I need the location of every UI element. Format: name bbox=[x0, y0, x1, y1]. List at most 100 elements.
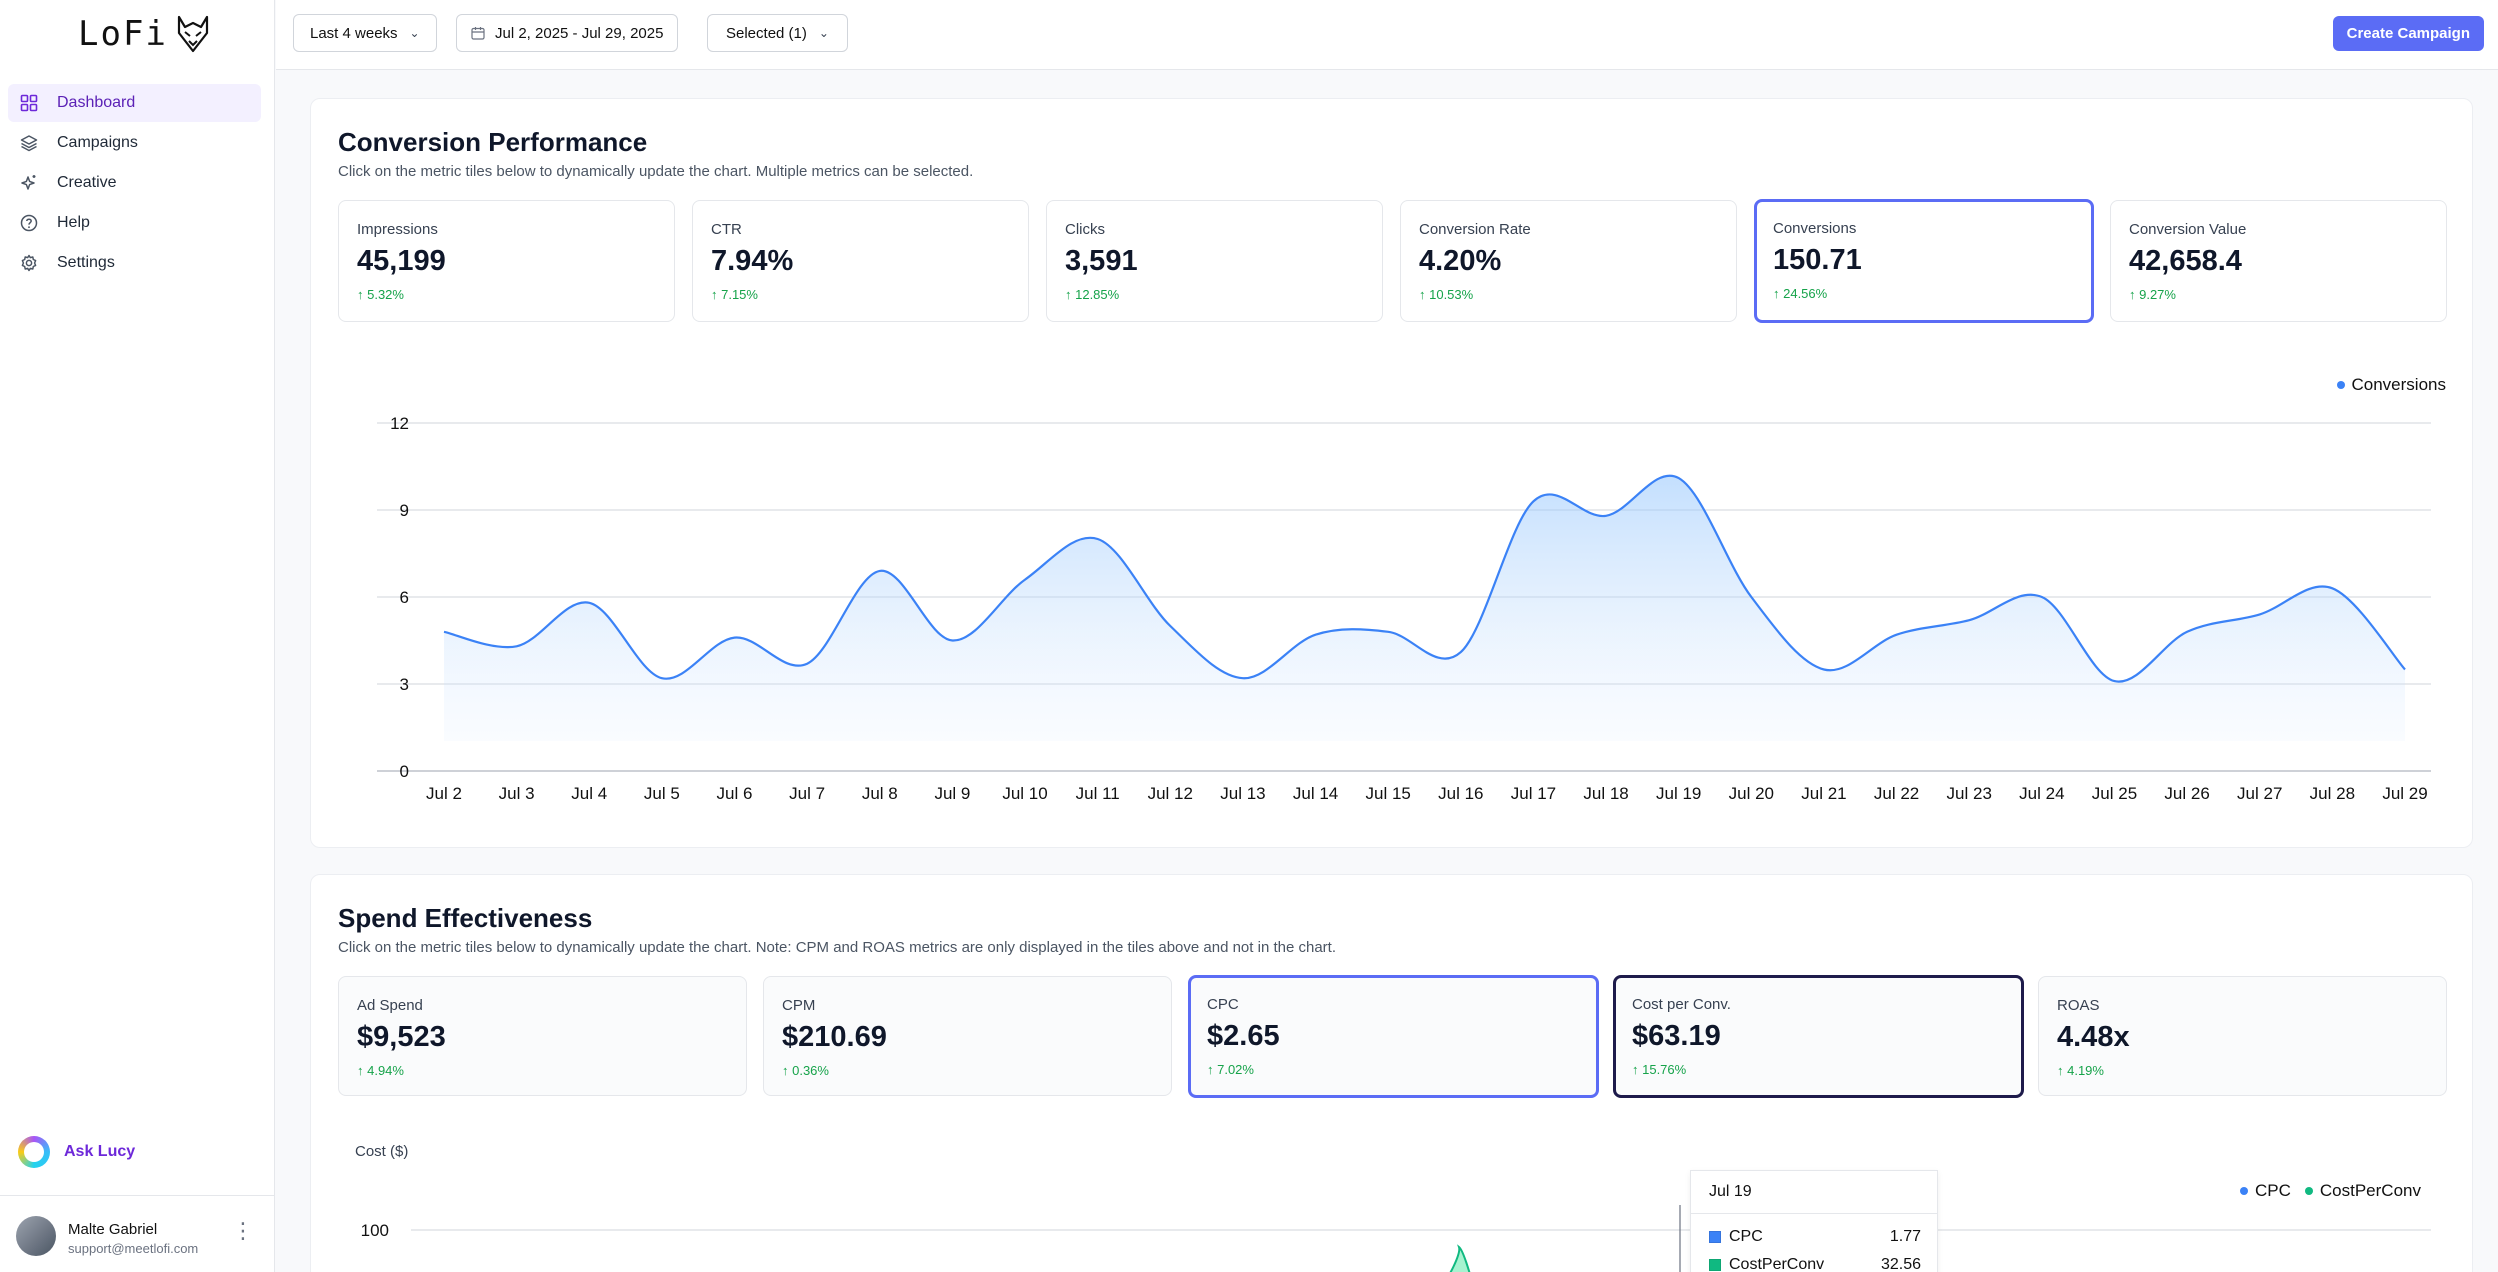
y-tick-label: 9 bbox=[400, 501, 409, 520]
metric-tile-impressions[interactable]: Impressions 45,199 ↑ 5.32% bbox=[338, 200, 675, 322]
y-tick-label: 6 bbox=[400, 588, 409, 607]
metric-tile-conversions[interactable]: Conversions 150.71 ↑ 24.56% bbox=[1754, 199, 2094, 323]
section-title: Conversion Performance bbox=[338, 127, 648, 157]
x-tick-label: Jul 3 bbox=[499, 784, 535, 803]
layers-icon bbox=[20, 134, 38, 152]
tile-label: Conversions bbox=[1773, 220, 1857, 237]
tile-label: Ad Spend bbox=[357, 997, 423, 1014]
tile-label: ROAS bbox=[2057, 997, 2100, 1014]
y-tick-label: 0 bbox=[400, 762, 409, 781]
calendar-icon bbox=[471, 27, 485, 40]
chevron-down-icon: ⌄ bbox=[409, 26, 420, 40]
tile-label: Conversion Rate bbox=[1419, 221, 1531, 238]
sidebar-item-dashboard[interactable]: Dashboard bbox=[8, 84, 261, 122]
tile-delta: ↑ 24.56% bbox=[1773, 286, 1828, 301]
x-tick-label: Jul 18 bbox=[1583, 784, 1628, 803]
sidebar-item-settings[interactable]: Settings bbox=[8, 244, 261, 282]
tile-value: 45,199 bbox=[357, 245, 446, 277]
conversions-line bbox=[443, 474, 2406, 683]
sidebar-item-label: Dashboard bbox=[57, 94, 136, 111]
conversions-area bbox=[444, 475, 2405, 741]
sidebar-nav: Dashboard Campaigns Creative Help Settin… bbox=[8, 84, 261, 284]
ask-lucy-button[interactable]: Ask Lucy bbox=[18, 1136, 135, 1168]
x-tick-label: Jul 24 bbox=[2019, 784, 2064, 803]
x-tick-label: Jul 28 bbox=[2310, 784, 2355, 803]
tile-label: Conversion Value bbox=[2129, 221, 2247, 238]
metric-tile-clicks[interactable]: Clicks 3,591 ↑ 12.85% bbox=[1046, 200, 1383, 322]
metric-tile-cpc[interactable]: CPC $2.65 ↑ 7.02% bbox=[1188, 975, 1599, 1098]
x-tick-label: Jul 4 bbox=[571, 784, 607, 803]
x-tick-label: Jul 9 bbox=[934, 784, 970, 803]
section-subtitle: Click on the metric tiles below to dynam… bbox=[338, 163, 974, 180]
tile-delta: ↑ 0.36% bbox=[782, 1063, 829, 1078]
chart-legend: CPC CostPerConv bbox=[2226, 1181, 2421, 1201]
date-range-picker[interactable]: Jul 2, 2025 - Jul 29, 2025 bbox=[456, 14, 679, 52]
metric-tile-roas[interactable]: ROAS 4.48x ↑ 4.19% bbox=[2038, 976, 2447, 1096]
avatar[interactable] bbox=[16, 1216, 56, 1256]
metric-tile-ad-spend[interactable]: Ad Spend $9,523 ↑ 4.94% bbox=[338, 976, 747, 1096]
y-axis-label: Cost ($) bbox=[355, 1143, 409, 1160]
tile-value: $9,523 bbox=[357, 1021, 446, 1053]
x-tick-label: Jul 29 bbox=[2382, 784, 2427, 803]
sidebar-item-label: Creative bbox=[57, 174, 117, 191]
tooltip-row-costperconv: CostPerConv 32.56 bbox=[1709, 1256, 1921, 1272]
help-icon bbox=[20, 214, 38, 232]
tooltip-series-value: 1.77 bbox=[1889, 1228, 1921, 1245]
metric-tile-cost-per-conv[interactable]: Cost per Conv. $63.19 ↑ 15.76% bbox=[1613, 975, 2024, 1098]
legend-item-conversions[interactable]: Conversions bbox=[2336, 375, 2446, 395]
logo-text: LoFi bbox=[78, 14, 168, 54]
logo[interactable]: LoFi bbox=[78, 12, 210, 56]
metric-tile-cpm[interactable]: CPM $210.69 ↑ 0.36% bbox=[763, 976, 1172, 1096]
range-select[interactable]: Last 4 weeks ⌄ bbox=[293, 14, 437, 52]
x-tick-label: Jul 23 bbox=[1947, 784, 1992, 803]
tile-delta: ↑ 15.76% bbox=[1632, 1062, 1687, 1077]
tile-value: $210.69 bbox=[782, 1021, 887, 1053]
metric-tile-conversion-value[interactable]: Conversion Value 42,658.4 ↑ 9.27% bbox=[2110, 200, 2447, 322]
topbar: Last 4 weeks ⌄ Jul 2, 2025 - Jul 29, 202… bbox=[276, 0, 2498, 70]
sidebar-item-help[interactable]: Help bbox=[8, 204, 261, 242]
sidebar-item-label: Help bbox=[57, 214, 90, 231]
user-profile: Malte Gabriel support@meetlofi.com ⋮ bbox=[0, 1195, 275, 1272]
tile-delta: ↑ 7.02% bbox=[1207, 1062, 1254, 1077]
swatch bbox=[1709, 1259, 1721, 1271]
lucy-orb-icon bbox=[18, 1136, 50, 1168]
date-range-value: Jul 2, 2025 - Jul 29, 2025 bbox=[495, 24, 664, 42]
tile-value: 4.20% bbox=[1419, 245, 1502, 277]
more-vertical-icon[interactable]: ⋮ bbox=[232, 1218, 254, 1243]
legend-dot bbox=[2304, 1187, 2313, 1195]
tile-value: 4.48x bbox=[2057, 1021, 2130, 1053]
legend-item-costperconv[interactable]: CostPerConv bbox=[2304, 1181, 2421, 1201]
costperconv-area-peak bbox=[1449, 1244, 1471, 1272]
section-subtitle: Click on the metric tiles below to dynam… bbox=[338, 939, 1336, 956]
tile-label: Clicks bbox=[1065, 221, 1105, 238]
metric-tile-ctr[interactable]: CTR 7.94% ↑ 7.15% bbox=[692, 200, 1029, 322]
section-title: Spend Effectiveness bbox=[338, 903, 593, 933]
x-tick-label: Jul 19 bbox=[1656, 784, 1701, 803]
legend-item-cpc[interactable]: CPC bbox=[2239, 1181, 2291, 1201]
gear-icon bbox=[20, 254, 38, 272]
x-tick-label: Jul 11 bbox=[1076, 784, 1120, 803]
chart-legend: Conversions bbox=[2323, 375, 2446, 395]
spend-chart: 100 bbox=[361, 1205, 2431, 1272]
fox-icon bbox=[177, 15, 208, 53]
create-campaign-button[interactable]: Create Campaign bbox=[2332, 16, 2484, 51]
user-name: Malte Gabriel bbox=[68, 1221, 158, 1238]
tile-delta: ↑ 12.85% bbox=[1065, 287, 1120, 302]
tile-value: $63.19 bbox=[1632, 1020, 1721, 1052]
sidebar-item-campaigns[interactable]: Campaigns bbox=[8, 124, 261, 162]
y-tick-label: 3 bbox=[400, 675, 409, 694]
x-tick-label: Jul 10 bbox=[1002, 784, 1047, 803]
x-tick-label: Jul 20 bbox=[1729, 784, 1774, 803]
tile-delta: ↑ 4.19% bbox=[2057, 1063, 2104, 1078]
tile-label: CPM bbox=[782, 997, 816, 1014]
legend-label: CostPerConv bbox=[2319, 1181, 2421, 1200]
tile-delta: ↑ 10.53% bbox=[1419, 287, 1474, 302]
tooltip-row-cpc: CPC 1.77 bbox=[1709, 1228, 1921, 1246]
selected-filter[interactable]: Selected (1) ⌄ bbox=[707, 14, 848, 52]
x-tick-label: Jul 21 bbox=[1801, 784, 1846, 803]
tile-delta: ↑ 4.94% bbox=[357, 1063, 404, 1078]
metric-tile-conversion-rate[interactable]: Conversion Rate 4.20% ↑ 10.53% bbox=[1400, 200, 1737, 322]
sidebar: LoFi Dashboard Campaigns Creative bbox=[0, 0, 275, 1272]
sidebar-item-creative[interactable]: Creative bbox=[8, 164, 261, 202]
y-tick-label: 100 bbox=[361, 1221, 389, 1240]
